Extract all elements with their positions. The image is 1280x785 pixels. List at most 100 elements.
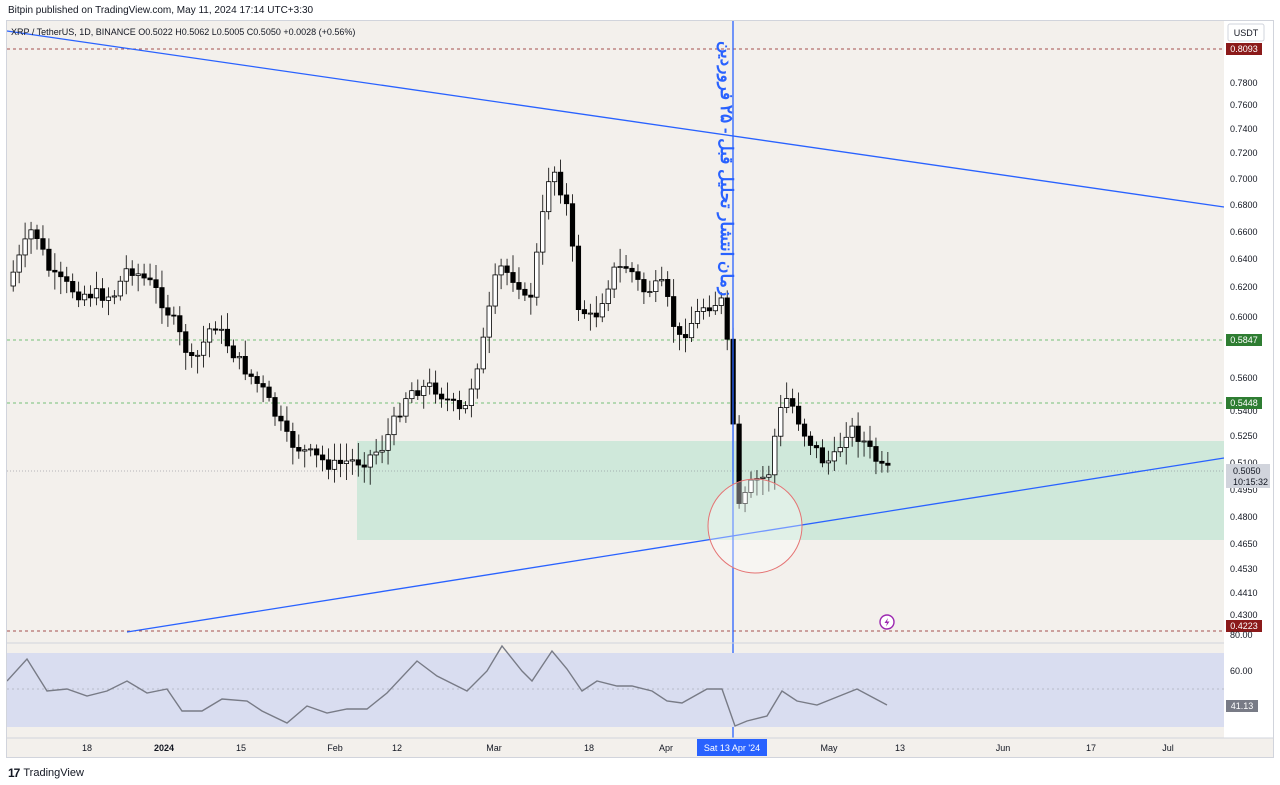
support-zone [357,441,1224,540]
y-axis-ticks: 0.7800 0.7600 0.7400 0.7200 0.7000 0.6800 0.66… [1230,78,1258,620]
y-tick-label: 0.4650 [1230,539,1258,549]
lightning-icon[interactable] [879,614,895,630]
candle-body [52,269,58,273]
candle-body [16,254,22,273]
candle-body [742,492,748,504]
candle-body [867,440,873,447]
tradingview-logo-text: TradingView [23,767,84,779]
candle-body [563,194,570,205]
y-tick-label: 0.6200 [1230,282,1258,292]
candle-body [22,238,28,256]
candle-body [647,291,653,294]
chart-frame[interactable]: زمان انتشار تحلیل قبل - ۲۵ فروردین 0.780… [6,20,1274,758]
candle-body [688,323,695,339]
candle-body [254,376,260,384]
candle-body [46,248,52,271]
candle-body [153,279,159,288]
tradingview-logo[interactable]: 17 TradingView [8,766,84,780]
x-tick-label: Jun [996,743,1011,753]
rsi-current-text: 41.13 [1231,701,1254,711]
candle-body [552,171,558,183]
y-tick-label: 0.7600 [1230,100,1258,110]
candle-body [813,445,820,449]
resistance-2-label: 0.5448 [1226,397,1262,409]
candle-body [308,448,314,451]
rsi-level-60: 60.00 [1230,666,1253,676]
y-tick-label: 0.6400 [1230,254,1258,264]
candle-body [504,265,510,273]
price-chart[interactable]: زمان انتشار تحلیل قبل - ۲۵ فروردین 0.780… [7,21,1273,757]
candle-body [373,451,379,456]
candle-body [510,272,516,283]
candle-body [784,398,790,408]
candle-body [635,271,641,280]
lower-trendline[interactable] [126,457,1225,633]
candle-body [433,382,439,395]
y-tick-label: 0.6800 [1230,200,1258,210]
candle-body [575,245,582,311]
candle-body [290,431,296,448]
cursor-date-label: Sat 13 Apr '24 [697,739,767,756]
candle-body [135,273,141,276]
candle-body [40,238,46,250]
candle-body [70,281,76,293]
candle-body [480,336,486,370]
candle-body [736,423,742,504]
x-axis-ticks: 18 2024 15 Feb 12 Mar 18 Apr May 13 Jun 17 Jul [82,743,1174,753]
y-tick-label: 0.4530 [1230,564,1258,574]
bottom-price-label: 0.4223 [1226,620,1262,632]
y-tick-label: 0.7200 [1230,148,1258,158]
candle-body [831,451,837,462]
candle-body [331,459,338,470]
candle-body [778,407,784,437]
currency-badge[interactable]: USDT [1227,23,1265,42]
candle-body [599,303,605,318]
y-tick-label: 0.5600 [1230,373,1258,383]
candle-body [117,280,123,297]
x-tick-label: 13 [895,743,905,753]
candle-body [64,276,70,282]
candle-body [807,435,814,446]
x-tick-label: Feb [327,743,343,753]
publisher-note: Bitpin published on TradingView.com, May… [8,5,314,16]
candle-body [522,288,528,296]
candle-body [230,345,236,359]
candle-body [694,311,701,324]
candle-body [641,279,647,293]
candle-body [260,383,266,388]
candle-body [272,397,278,417]
current-price-label: 0.5050 10:15:32 [1226,464,1270,488]
candle-body [724,297,730,340]
candle-body [248,373,254,377]
upper-trendline[interactable] [7,30,1225,208]
candle-body [546,181,552,213]
x-tick-label: 15 [236,743,246,753]
price-axis-bg [1224,21,1273,738]
candle-body [605,288,611,304]
candle-body [10,271,16,287]
candle-body [492,274,498,307]
candle-body [99,288,106,301]
candle-body [355,459,361,466]
candle-body [58,271,64,278]
resistance-2-text: 0.5448 [1230,398,1258,408]
candle-body [379,449,385,453]
symbol-info: XRP / TetherUS, 1D, BINANCE O0.5022 H0.5… [11,27,355,37]
candle-body [129,268,135,276]
y-tick-label: 0.6600 [1230,227,1258,237]
candle-body [314,448,320,456]
x-tick-label: 18 [584,743,594,753]
tradingview-logo-icon: 17 [8,766,20,780]
candle-body [498,265,504,276]
candle-body [706,307,712,312]
y-tick-label: 0.6000 [1230,312,1258,322]
x-tick-label: 12 [392,743,402,753]
candle-body [593,312,599,318]
resistance-1-text: 0.5847 [1230,335,1258,345]
candle-body [147,277,153,281]
y-tick-label: 0.7000 [1230,174,1258,184]
candle-body [528,294,534,298]
candle-body [569,203,576,247]
y-tick-label: 0.4410 [1230,588,1258,598]
candle-body [611,266,617,290]
